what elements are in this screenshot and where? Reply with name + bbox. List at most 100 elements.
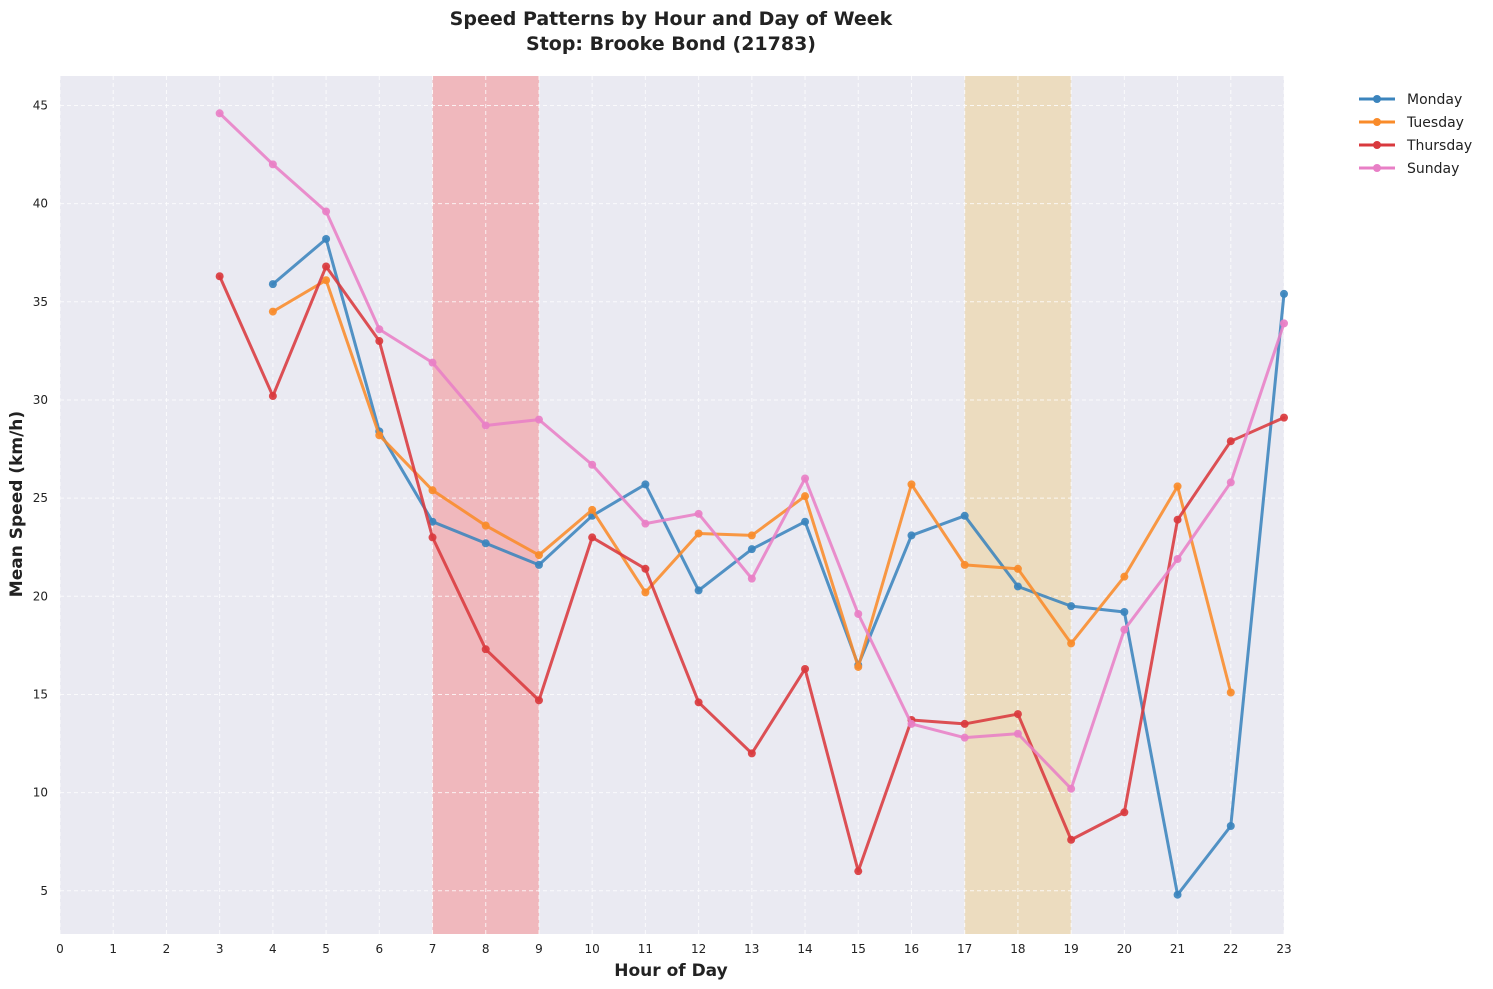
legend-label-sunday: Sunday (1407, 161, 1459, 177)
data-point-thursday (1173, 515, 1182, 524)
series-tuesday (268, 276, 1235, 697)
data-point-monday (481, 539, 490, 548)
data-point-tuesday (960, 560, 969, 569)
data-point-monday (641, 480, 650, 489)
data-point-sunday (801, 474, 810, 483)
x-axis-label: Hour of Day (614, 961, 727, 981)
legend-label-monday: Monday (1407, 92, 1462, 108)
data-point-thursday (588, 533, 597, 542)
y-axis-label: Mean Speed (km/h) (7, 411, 27, 597)
legend-label-thursday: Thursday (1406, 138, 1472, 154)
chart-title: Speed Patterns by Hour and Day of Week (450, 8, 893, 30)
x-tick-label: 20 (1117, 942, 1132, 956)
x-axis-ticks: 0 1 2 3 4 5 6 7 8 9 10 11 12 13 14 15 16 17 18 19 20 21 22 23 (56, 942, 1291, 956)
data-point-tuesday (694, 529, 703, 538)
data-point-thursday (534, 696, 543, 705)
data-point-tuesday (588, 505, 597, 514)
data-point-tuesday (268, 307, 277, 316)
series-sunday (215, 109, 1288, 793)
legend-marker-thursday (1373, 141, 1381, 149)
data-point-thursday (1120, 808, 1129, 817)
series-thursday (215, 262, 1288, 876)
data-point-sunday (1067, 784, 1076, 793)
data-point-thursday (1067, 835, 1076, 844)
x-tick-label: 0 (56, 942, 64, 956)
data-point-thursday (747, 749, 756, 758)
legend-marker-sunday (1373, 164, 1381, 172)
legend-item-thursday: Thursday (1359, 138, 1472, 154)
data-point-monday (694, 586, 703, 595)
y-tick-label: 15 (33, 687, 48, 701)
data-point-sunday (854, 609, 863, 618)
data-point-thursday (854, 867, 863, 876)
data-point-monday (268, 280, 277, 289)
x-tick-label: 10 (585, 942, 600, 956)
x-tick-label: 21 (1170, 942, 1185, 956)
data-point-monday (801, 517, 810, 526)
data-point-sunday (960, 733, 969, 742)
x-tick-label: 9 (535, 942, 543, 956)
legend-item-monday: Monday (1359, 92, 1462, 108)
data-point-sunday (1013, 729, 1022, 738)
data-point-sunday (1280, 319, 1288, 328)
data-point-thursday (960, 719, 969, 728)
x-tick-label: 17 (957, 942, 972, 956)
data-point-sunday (907, 719, 916, 728)
data-point-thursday (694, 698, 703, 707)
data-point-tuesday (854, 662, 863, 671)
y-axis-ticks: 5 10 15 20 25 30 35 40 45 (33, 98, 48, 897)
data-point-sunday (588, 460, 597, 469)
data-point-tuesday (481, 521, 490, 530)
y-tick-label: 40 (33, 197, 48, 211)
data-point-monday (1120, 608, 1129, 617)
data-point-tuesday (534, 551, 543, 560)
data-point-tuesday (428, 486, 437, 495)
grid-lines (59, 76, 1285, 934)
data-point-tuesday (1226, 688, 1235, 697)
data-point-monday (1280, 289, 1288, 298)
data-point-monday (1173, 890, 1182, 899)
data-point-monday (747, 545, 756, 554)
data-point-sunday (215, 109, 224, 118)
data-point-thursday (322, 262, 331, 271)
chart-subtitle: Stop: Brooke Bond (21783) (526, 33, 816, 55)
legend-item-sunday: Sunday (1359, 161, 1459, 177)
series-line-monday (271, 237, 1286, 897)
data-point-monday (960, 511, 969, 520)
data-point-tuesday (641, 588, 650, 597)
x-tick-label: 18 (1010, 942, 1025, 956)
x-tick-label: 23 (1276, 942, 1291, 956)
data-point-sunday (481, 421, 490, 430)
data-point-thursday (428, 533, 437, 542)
data-point-thursday (215, 272, 224, 281)
data-point-thursday (375, 337, 384, 346)
y-tick-label: 35 (33, 295, 48, 309)
data-point-tuesday (907, 480, 916, 489)
x-tick-label: 13 (744, 942, 759, 956)
y-tick-label: 10 (33, 786, 48, 800)
data-point-monday (428, 517, 437, 526)
x-tick-label: 2 (163, 942, 171, 956)
legend-marker-monday (1373, 95, 1381, 103)
data-point-tuesday (375, 431, 384, 440)
data-point-sunday (641, 519, 650, 528)
data-point-thursday (641, 564, 650, 573)
data-point-sunday (694, 509, 703, 518)
data-point-sunday (1120, 625, 1129, 634)
data-point-tuesday (801, 492, 810, 501)
data-point-sunday (534, 415, 543, 424)
y-tick-label: 45 (33, 98, 48, 112)
data-point-sunday (1226, 478, 1235, 487)
data-point-thursday (268, 392, 277, 401)
x-tick-label: 12 (691, 942, 706, 956)
data-point-monday (1226, 822, 1235, 831)
x-tick-label: 19 (1063, 942, 1078, 956)
plot-area (60, 76, 1284, 934)
data-point-tuesday (747, 531, 756, 540)
data-point-tuesday (322, 276, 331, 285)
legend-label-tuesday: Tuesday (1406, 115, 1464, 131)
x-tick-label: 3 (216, 942, 224, 956)
data-point-sunday (747, 574, 756, 583)
data-point-sunday (322, 207, 331, 216)
data-point-tuesday (1067, 639, 1076, 648)
